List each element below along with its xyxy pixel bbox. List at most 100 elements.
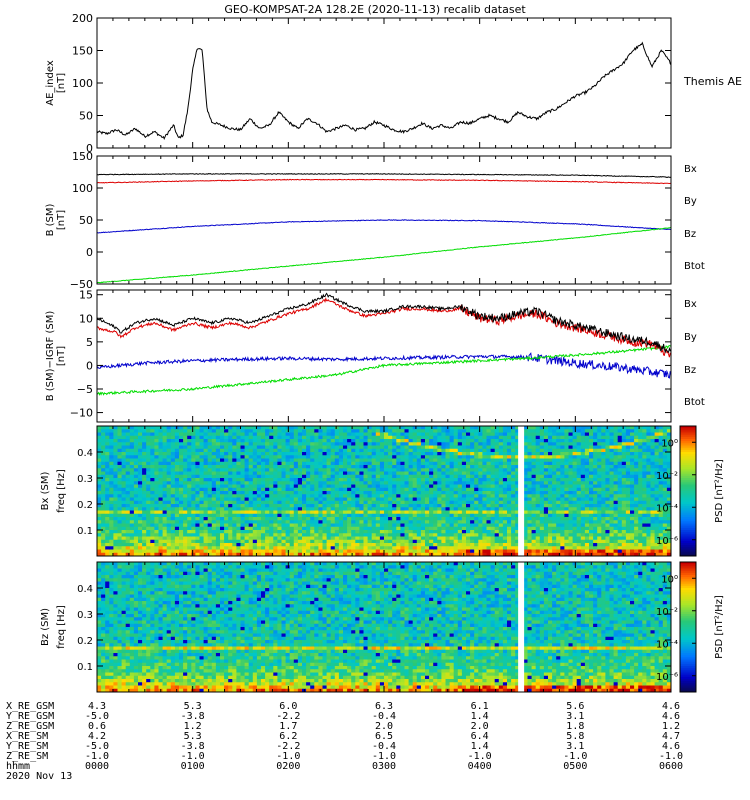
spectrogram-cell [433, 526, 438, 531]
spectrogram-cell [261, 432, 266, 437]
spectrogram-cell [466, 458, 471, 463]
spectrogram-cell [453, 465, 459, 469]
spectrogram-cell [531, 504, 537, 508]
spectrogram-cell [429, 520, 434, 524]
spectrogram-cell [146, 468, 151, 472]
spectrogram-cell [412, 429, 418, 433]
spectrogram-cell [162, 474, 168, 479]
spectrogram-cell [158, 533, 163, 537]
spectrogram-cell [420, 546, 426, 550]
spectrogram-cell [306, 458, 311, 463]
spectrogram-cell [507, 487, 512, 492]
spectrogram-cell [297, 500, 303, 505]
spectrogram-cell [466, 526, 471, 531]
spectrogram-cell [174, 546, 180, 550]
spectrogram-cell [379, 426, 385, 430]
spectrogram-cell [441, 491, 446, 495]
spectrogram-cell [572, 530, 578, 534]
spectrogram-cell [183, 507, 188, 511]
spectrogram-cell [420, 513, 426, 518]
spectrogram-cell [449, 445, 455, 450]
spectrogram-cell [125, 510, 131, 515]
spectrogram-cell [363, 471, 368, 476]
spectrogram-cell [101, 546, 106, 550]
spectrogram-cell [375, 471, 381, 476]
spectrogram-cell [531, 517, 537, 521]
spectrogram-cell [490, 504, 496, 508]
spectrogram-cell [449, 533, 455, 537]
spectrogram-cell [248, 510, 254, 515]
spectrogram-cell [170, 533, 176, 537]
spectrogram-cell [404, 474, 409, 479]
spectrogram-cell [564, 517, 569, 521]
spectrogram-cell [416, 435, 422, 440]
spectrogram-cell [138, 487, 143, 492]
spectrogram-cell [384, 439, 389, 443]
spectrogram-cell [252, 481, 258, 485]
spectrogram-cell [412, 481, 418, 485]
spectrogram-cell [166, 458, 172, 463]
spectrogram-cell [166, 552, 172, 557]
spectrogram-cell [486, 458, 491, 463]
spectrogram-cell [502, 504, 508, 508]
spectrogram-cell [236, 530, 241, 534]
spectrogram-cell [281, 513, 286, 518]
spectrogram-cell [408, 478, 414, 482]
spectrogram-cell [486, 478, 491, 482]
spectrogram-cell [466, 478, 471, 482]
spectrogram-cell [498, 471, 504, 476]
spectrogram-cell [400, 439, 405, 443]
spectrogram-cell [404, 481, 409, 485]
spectrogram-cell [211, 507, 217, 511]
spectrogram-cell [437, 478, 442, 482]
spectrogram-cell [289, 491, 295, 495]
spectrogram-cell [478, 526, 483, 531]
spectrogram-cell [256, 478, 262, 482]
spectrogram-cell [97, 491, 102, 495]
spectrogram-cell [425, 468, 430, 472]
spectrogram-cell [486, 533, 491, 537]
spectrogram-cell [191, 504, 196, 508]
spectrogram-cell [416, 439, 422, 443]
spectrogram-cell [367, 452, 373, 456]
spectrogram-cell [539, 546, 545, 550]
spectrogram-cell [560, 481, 565, 485]
spectrogram-cell [191, 445, 196, 450]
spectrogram-cell [375, 517, 381, 521]
spectrogram-cell [125, 513, 131, 518]
spectrogram-cell [568, 471, 573, 476]
spectrogram-cell [363, 543, 368, 547]
spectrogram-cell [338, 426, 344, 430]
spectrogram-cell [310, 432, 315, 437]
spectrogram-cell [289, 435, 295, 440]
spectrogram-cell [240, 517, 245, 521]
spectrogram-cell [195, 426, 200, 430]
spectrogram-cell [302, 500, 307, 505]
spectrogram-cell [478, 507, 483, 511]
legend-entry-by: By [684, 332, 697, 343]
spectrogram-cell [453, 526, 459, 531]
spectrogram-cell [297, 465, 303, 469]
spectrogram-cell [334, 517, 340, 521]
spectrogram-cell [318, 442, 323, 446]
spectrogram-cell [396, 458, 401, 463]
spectrogram-cell [236, 435, 241, 440]
spectrogram-cell [453, 504, 459, 508]
spectrogram-cell [183, 539, 188, 544]
spectrogram-cell [211, 533, 217, 537]
spectrogram-cell [142, 435, 147, 440]
spectrogram-cell [531, 465, 537, 469]
spectrogram-cell [179, 517, 184, 521]
spectrogram-cell [572, 526, 578, 531]
spectrogram-cell [437, 458, 442, 463]
spectrogram-cell [433, 523, 438, 528]
spectrogram-cell [338, 458, 344, 463]
spectrogram-cell [150, 474, 155, 479]
spectrogram-cell [228, 491, 233, 495]
spectrogram-cell [224, 426, 229, 430]
spectrogram-cell [248, 504, 254, 508]
spectrogram-cell [449, 429, 455, 433]
spectrogram-cell [224, 533, 229, 537]
spectrogram-cell [494, 491, 500, 495]
spectrogram-cell [392, 474, 397, 479]
